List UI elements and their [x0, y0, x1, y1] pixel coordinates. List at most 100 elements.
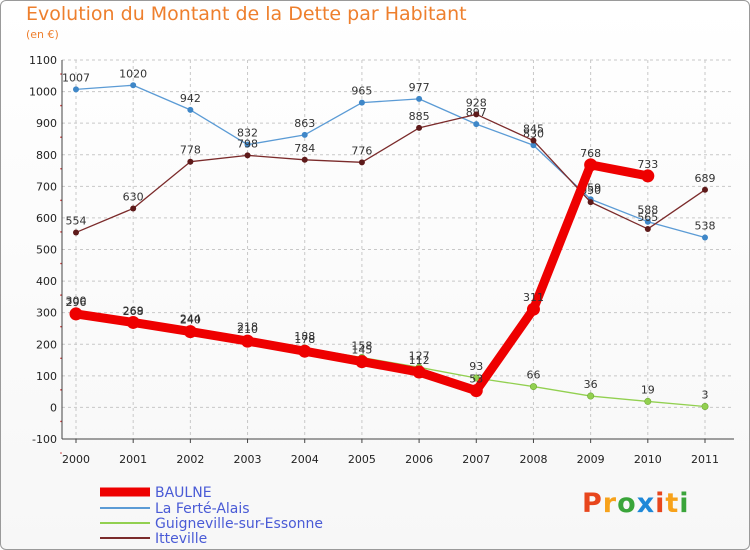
data-label: 784 [294, 142, 315, 155]
y-minor-dot [60, 452, 62, 454]
data-point [644, 218, 651, 225]
data-label: 300 [66, 295, 87, 308]
y-minor-dot [60, 167, 62, 170]
data-label: 311 [523, 291, 544, 304]
x-tick-label: 2000 [62, 453, 90, 466]
y-minor-dot [60, 231, 62, 233]
data-point [73, 229, 79, 236]
chart-subtitle: (en €) [26, 28, 59, 41]
legend-label: Guigneville-sur-Essonne [155, 516, 323, 532]
x-tick-label: 2009 [577, 453, 605, 466]
data-label: 210 [237, 323, 258, 336]
x-tick-label: 2011 [691, 453, 719, 466]
data-label: 885 [409, 110, 430, 123]
data-label: 565 [637, 211, 658, 224]
data-label: 240 [180, 314, 201, 327]
data-point [130, 205, 137, 212]
data-point [244, 141, 251, 148]
x-tick-label: 2003 [234, 453, 262, 466]
logo-letter: P [582, 488, 603, 519]
x-tick-label: 2002 [176, 453, 204, 466]
y-tick-label: 1100 [29, 54, 57, 67]
data-label: 268 [123, 305, 144, 318]
data-label: 942 [180, 92, 201, 105]
data-label: 244 [180, 312, 201, 325]
data-label: 53 [469, 373, 483, 386]
data-point [298, 344, 312, 358]
data-label: 1007 [62, 71, 90, 84]
data-label: 798 [237, 137, 258, 150]
logo-letter: i [679, 488, 690, 519]
x-tick-label: 2007 [462, 453, 490, 466]
data-point [358, 159, 365, 166]
data-label: 977 [409, 81, 430, 94]
logo-letter: i [655, 488, 666, 519]
logo-letter: t [665, 488, 680, 519]
y-tick-label: 200 [36, 338, 57, 351]
data-label: 630 [123, 190, 144, 203]
data-label: 830 [523, 127, 544, 140]
data-point [587, 392, 595, 400]
data-point [187, 158, 194, 165]
y-minor-dot [60, 136, 62, 138]
y-minor-dot [60, 73, 62, 75]
data-label: 145 [351, 344, 372, 357]
y-minor-dot [60, 199, 62, 202]
series-line-itteville [75, 113, 706, 234]
data-point [469, 384, 483, 398]
data-point [73, 86, 79, 93]
data-point [416, 124, 423, 131]
data-label: 1020 [119, 67, 147, 80]
y-tick-label: 1000 [29, 86, 57, 99]
y-tick-label: 900 [36, 117, 57, 130]
data-point [301, 156, 308, 163]
logo-letter: r [602, 488, 618, 519]
data-label: 112 [409, 354, 430, 367]
data-label: 127 [409, 349, 430, 362]
y-minor-dot [60, 325, 62, 328]
y-minor-dot [60, 104, 62, 107]
data-label: 158 [351, 340, 372, 353]
data-point [641, 169, 655, 183]
data-point [69, 307, 83, 321]
data-label: 66 [526, 369, 540, 382]
data-label: 733 [637, 158, 658, 171]
proxiti-logo: Proxiti [582, 488, 690, 519]
y-tick-label: 500 [36, 244, 57, 257]
data-point [130, 82, 137, 89]
x-tick-label: 2008 [519, 453, 547, 466]
data-point [412, 365, 426, 379]
y-minor-dot [60, 420, 62, 423]
data-label: 538 [695, 219, 716, 232]
y-tick-label: 700 [36, 180, 57, 193]
legend-label: BAULNE [155, 485, 212, 501]
data-point [244, 152, 251, 159]
y-tick-label: 600 [36, 212, 57, 225]
data-label: 689 [695, 172, 716, 185]
data-label: 588 [637, 204, 658, 217]
data-point [587, 199, 594, 206]
data-label: 554 [66, 214, 87, 227]
y-tick-label: 300 [36, 307, 57, 320]
data-point [473, 111, 480, 118]
data-point [473, 121, 480, 128]
data-point [529, 383, 537, 391]
data-point [358, 99, 365, 106]
y-tick-label: 100 [36, 370, 57, 383]
data-label: 178 [294, 333, 315, 346]
data-label: 965 [351, 85, 372, 98]
x-tick-label: 2006 [405, 453, 433, 466]
y-tick-label: -100 [32, 433, 57, 446]
data-label: 36 [584, 378, 598, 391]
data-label: 296 [66, 296, 87, 309]
data-label: 3 [702, 388, 709, 401]
data-label: 93 [469, 360, 483, 373]
data-point [644, 397, 652, 405]
legend-label: La Ferté-Alais [155, 501, 250, 517]
y-minor-dot [60, 294, 62, 296]
x-tick-label: 2005 [348, 453, 376, 466]
data-label: 778 [180, 144, 201, 157]
data-point [530, 137, 537, 144]
y-minor-dot [60, 357, 62, 360]
